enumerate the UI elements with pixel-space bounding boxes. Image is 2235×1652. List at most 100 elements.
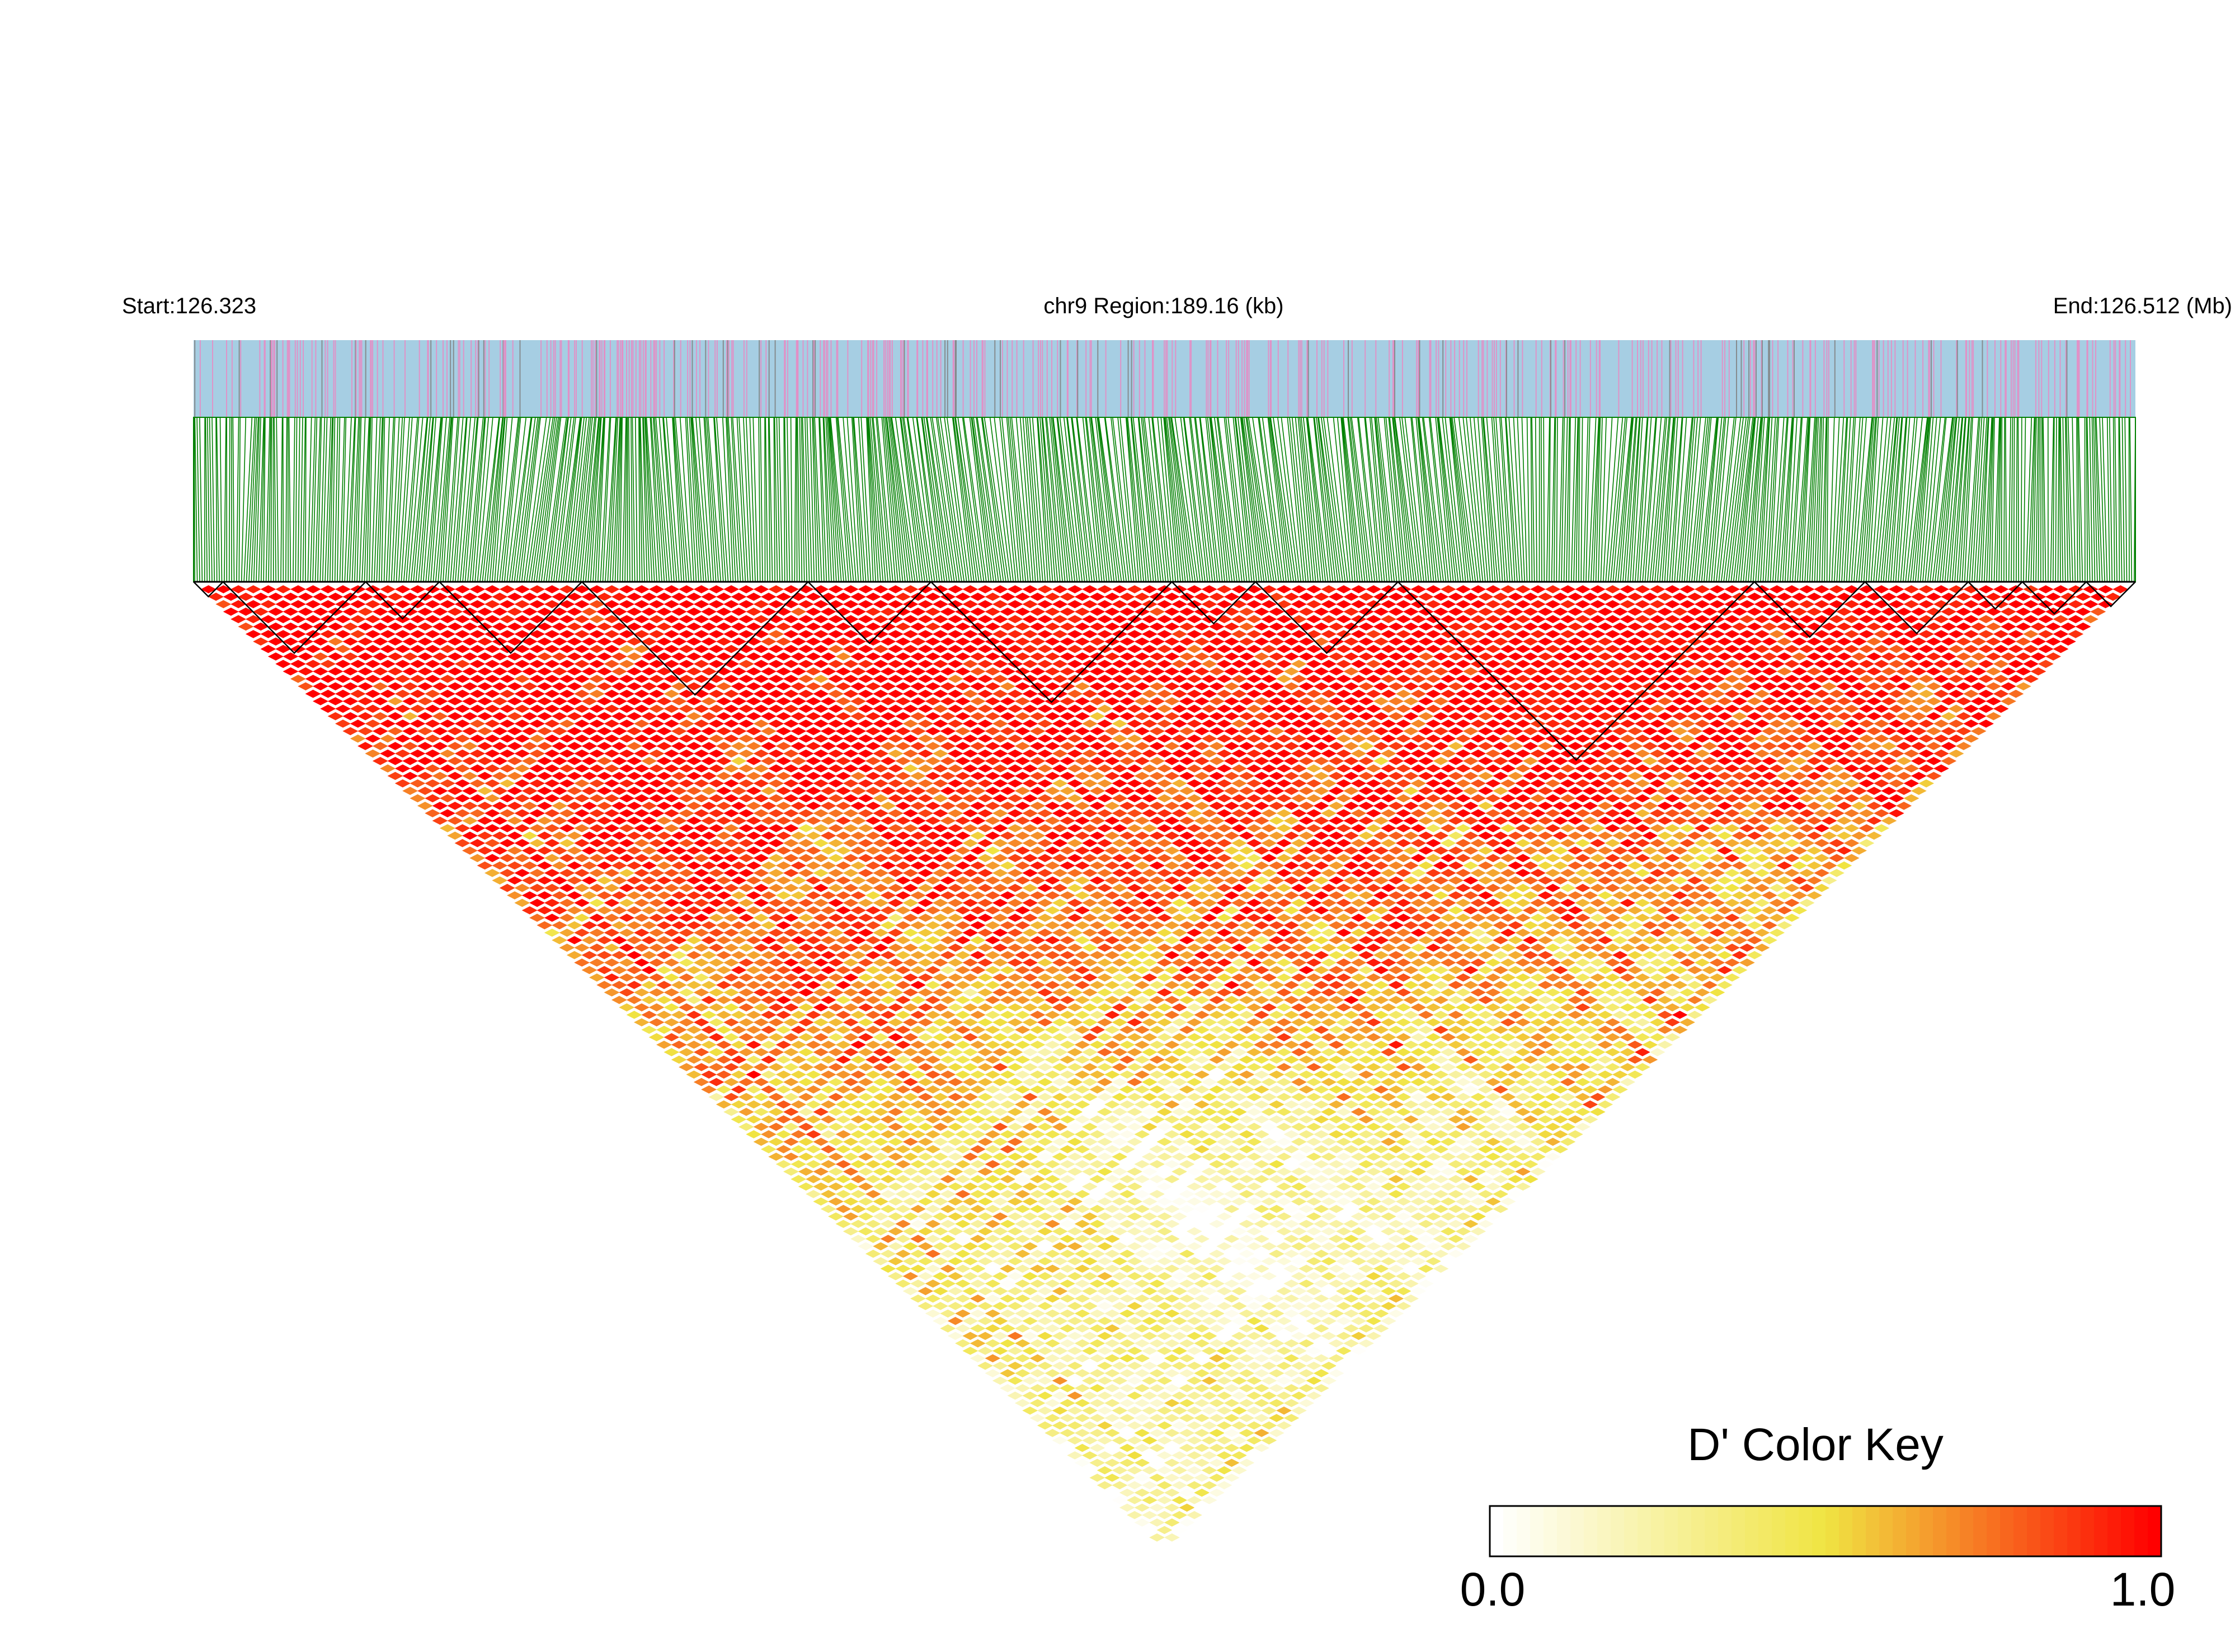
ld-cell	[985, 876, 1001, 885]
ld-cell	[439, 749, 455, 758]
ld-cell	[850, 1085, 867, 1094]
ld-cell	[985, 996, 1001, 1004]
ld-cell	[1194, 1324, 1210, 1333]
ld-cell	[925, 787, 941, 795]
ld-cell	[1029, 1055, 1046, 1064]
ld-cell	[873, 764, 889, 773]
ld-cell	[1000, 1025, 1016, 1034]
ld-cell	[1022, 929, 1038, 937]
ld-cell	[1239, 1458, 1255, 1467]
ld-cell	[775, 1115, 792, 1124]
snp-marker	[1246, 340, 1248, 417]
ld-cell	[686, 921, 702, 930]
ld-cell	[895, 951, 911, 959]
snp-marker	[1127, 340, 1129, 417]
ld-cell	[1321, 1317, 1337, 1325]
ld-cell	[1089, 1085, 1105, 1094]
ld-cell	[574, 794, 590, 803]
ld-cell	[664, 973, 680, 982]
ld-cell	[656, 697, 672, 705]
ld-cell	[768, 749, 784, 758]
ld-cell	[671, 697, 687, 705]
ld-cell	[1037, 1376, 1053, 1385]
snp-marker	[1728, 340, 1730, 417]
snp-marker	[1171, 340, 1173, 417]
snp-marker	[1535, 340, 1537, 417]
ld-cell	[1328, 1235, 1344, 1243]
ld-cell	[1261, 1077, 1277, 1086]
snp-marker	[1872, 340, 1874, 417]
ld-cell	[537, 816, 553, 825]
ld-cell	[1254, 1309, 1269, 1318]
ld-cell	[1097, 1227, 1113, 1236]
ld-cell	[664, 704, 680, 713]
ld-cell	[477, 861, 493, 870]
ld-cell	[1089, 891, 1105, 900]
ld-cell	[902, 1123, 919, 1131]
ld-cell	[992, 1018, 1008, 1027]
ld-cell	[1089, 1175, 1105, 1183]
ld-cell	[454, 749, 470, 758]
ld-cell	[1373, 1264, 1389, 1273]
snp-marker	[1631, 340, 1633, 417]
ld-cell	[454, 824, 470, 832]
ld-cell	[962, 869, 978, 877]
ld-cell	[544, 914, 560, 922]
ld-cell	[902, 719, 919, 728]
ld-cell	[469, 839, 486, 848]
ld-cell	[1134, 921, 1150, 930]
ld-cell	[1261, 1048, 1277, 1057]
ld-cell	[910, 1249, 926, 1258]
ld-cell	[917, 1302, 934, 1310]
ld-cell	[686, 802, 702, 810]
ld-cell	[917, 704, 934, 713]
ld-cell	[716, 951, 732, 959]
ld-cell	[253, 637, 269, 646]
ld-cell	[305, 585, 321, 594]
ld-cell	[1328, 1324, 1344, 1333]
ld-cell	[858, 779, 874, 788]
snp-marker	[1375, 340, 1377, 417]
snp-marker	[1442, 340, 1444, 417]
snp-marker	[1823, 340, 1825, 417]
ld-cell	[514, 749, 530, 758]
ld-cell	[1298, 1309, 1315, 1318]
ld-cell	[933, 1242, 948, 1251]
ld-cell	[955, 1055, 971, 1064]
ld-cell	[895, 1041, 911, 1049]
ld-cell	[835, 1055, 851, 1064]
ld-cell	[484, 794, 500, 803]
ld-cell	[1201, 1347, 1217, 1355]
ld-cell	[641, 727, 657, 736]
ld-cell	[447, 712, 463, 721]
ld-cell	[1104, 906, 1120, 915]
snp-marker	[592, 340, 594, 417]
ld-cell	[1209, 1458, 1225, 1467]
ld-cell	[432, 682, 448, 691]
ld-cell	[1358, 1190, 1374, 1198]
ld-cell	[664, 809, 680, 817]
ld-cell	[708, 929, 724, 937]
ld-cell	[1044, 1429, 1061, 1437]
ld-cell	[880, 1041, 896, 1049]
ld-cell	[783, 1137, 799, 1146]
ld-cell	[775, 787, 792, 795]
ld-cell	[1089, 1309, 1105, 1318]
ld-cell	[380, 644, 396, 653]
ld-cell	[1112, 1152, 1128, 1161]
ld-cell	[648, 958, 665, 967]
ld-cell	[731, 1010, 747, 1019]
ld-cell	[925, 1041, 941, 1049]
ld-cell	[1283, 1399, 1300, 1408]
ld-cell	[925, 906, 941, 915]
ld-cell	[1007, 1376, 1023, 1385]
ld-cell	[1366, 1197, 1382, 1206]
ld-cell	[1037, 1317, 1053, 1325]
ld-cell	[1104, 1279, 1120, 1288]
ld-cell	[574, 824, 590, 832]
snp-marker	[868, 340, 869, 417]
ld-cell	[1067, 1152, 1083, 1161]
ld-cell	[895, 682, 911, 691]
ld-cell	[671, 727, 687, 736]
ld-cell	[1014, 1070, 1031, 1079]
